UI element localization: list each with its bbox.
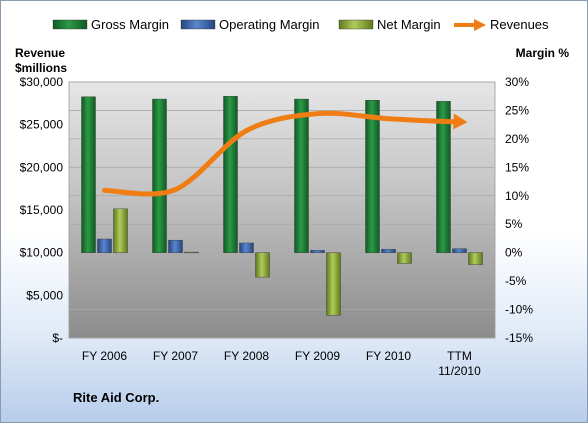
- left-tick-label: $30,000: [20, 75, 64, 89]
- right-tick-label: -5%: [505, 274, 527, 288]
- bar-net-margin: [468, 252, 483, 265]
- bar-gross-margin: [436, 101, 451, 253]
- category-label: FY 2010: [366, 349, 411, 363]
- category-label: 11/2010: [438, 364, 481, 378]
- company-name: Rite Aid Corp.: [73, 390, 160, 405]
- bar-operating-margin: [381, 249, 396, 253]
- legend-label: Net Margin: [377, 17, 441, 32]
- category-label: FY 2007: [153, 349, 198, 363]
- right-tick-label: 5%: [505, 217, 523, 231]
- left-tick-label: $-: [52, 331, 63, 345]
- bar-operating-margin: [452, 248, 467, 253]
- bar-operating-margin: [168, 239, 183, 253]
- category-label: TTM: [447, 349, 472, 363]
- bar-gross-margin: [152, 98, 167, 253]
- category-label: FY 2008: [224, 349, 269, 363]
- right-tick-label: 0%: [505, 246, 523, 260]
- bar-net-margin: [184, 251, 199, 254]
- plot-area: [68, 81, 496, 339]
- left-tick-label: $20,000: [20, 160, 64, 174]
- right-axis-title: Margin %: [516, 46, 570, 60]
- right-tick-label: 20%: [505, 132, 529, 146]
- left-tick-label: $10,000: [20, 246, 64, 260]
- legend-swatch: [180, 19, 216, 30]
- right-tick-label: -15%: [505, 331, 533, 345]
- left-tick-label: $25,000: [20, 118, 64, 132]
- right-tick-label: 10%: [505, 189, 529, 203]
- left-tick-label: $15,000: [20, 203, 64, 217]
- bar-operating-margin: [310, 250, 325, 253]
- bar-gross-margin: [365, 100, 380, 253]
- bar-net-margin: [397, 252, 412, 264]
- revenue-line: [102, 110, 462, 197]
- bar-net-margin: [326, 252, 341, 316]
- right-tick-label: -10%: [505, 303, 533, 317]
- category-label: FY 2009: [295, 349, 340, 363]
- bar-net-margin: [255, 252, 270, 278]
- bar-operating-margin: [239, 242, 254, 253]
- legend: Gross Margin Operating Margin Net Margin Re…: [52, 17, 549, 32]
- left-tick-label: $5,000: [26, 288, 63, 302]
- bar-gross-margin: [81, 96, 96, 253]
- left-axis-title: Revenue: [15, 46, 65, 60]
- bar-operating-margin: [97, 238, 112, 253]
- legend-swatch: [52, 19, 88, 30]
- legend-arrow: [474, 19, 486, 31]
- category-label: FY 2006: [82, 349, 127, 363]
- legend-label: Gross Margin: [91, 17, 169, 32]
- right-tick-label: 15%: [505, 160, 529, 174]
- right-tick-label: 25%: [505, 103, 529, 117]
- left-axis-title-line2: $millions: [15, 61, 67, 75]
- revenue-arrowhead: [453, 113, 468, 130]
- legend-label: Revenues: [490, 17, 549, 32]
- bar-net-margin: [113, 208, 128, 253]
- legend-swatch: [338, 19, 374, 30]
- legend-label: Operating Margin: [219, 17, 319, 32]
- right-tick-label: 30%: [505, 75, 529, 89]
- bar-gross-margin: [294, 98, 309, 253]
- bar-gross-margin: [223, 96, 238, 253]
